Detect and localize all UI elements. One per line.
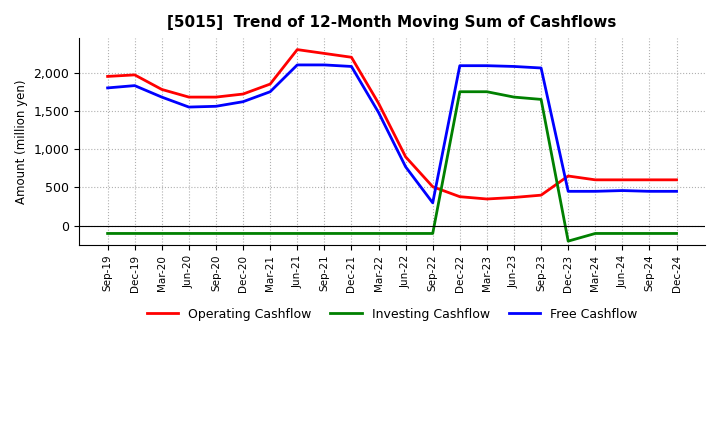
- Investing Cashflow: [591, 231, 600, 236]
- Operating Cashflow: [266, 81, 274, 87]
- Operating Cashflow: [482, 196, 491, 202]
- Operating Cashflow: [645, 177, 654, 183]
- Operating Cashflow: [239, 92, 248, 97]
- Operating Cashflow: [456, 194, 464, 199]
- Operating Cashflow: [374, 101, 383, 106]
- Operating Cashflow: [103, 74, 112, 79]
- Operating Cashflow: [401, 154, 410, 159]
- Free Cashflow: [645, 189, 654, 194]
- Investing Cashflow: [347, 231, 356, 236]
- Operating Cashflow: [510, 195, 518, 200]
- Operating Cashflow: [212, 95, 220, 100]
- Operating Cashflow: [130, 72, 139, 77]
- Free Cashflow: [428, 200, 437, 205]
- Line: Investing Cashflow: Investing Cashflow: [107, 92, 677, 241]
- Title: [5015]  Trend of 12-Month Moving Sum of Cashflows: [5015] Trend of 12-Month Moving Sum of C…: [167, 15, 617, 30]
- Operating Cashflow: [672, 177, 681, 183]
- Free Cashflow: [401, 164, 410, 169]
- Free Cashflow: [239, 99, 248, 104]
- Investing Cashflow: [103, 231, 112, 236]
- Free Cashflow: [510, 64, 518, 69]
- Free Cashflow: [672, 189, 681, 194]
- Investing Cashflow: [158, 231, 166, 236]
- Free Cashflow: [130, 83, 139, 88]
- Free Cashflow: [103, 85, 112, 91]
- Operating Cashflow: [347, 55, 356, 60]
- Free Cashflow: [266, 89, 274, 94]
- Operating Cashflow: [184, 95, 193, 100]
- Operating Cashflow: [618, 177, 626, 183]
- Operating Cashflow: [564, 173, 572, 179]
- Free Cashflow: [618, 188, 626, 193]
- Operating Cashflow: [428, 184, 437, 189]
- Investing Cashflow: [184, 231, 193, 236]
- Investing Cashflow: [645, 231, 654, 236]
- Free Cashflow: [347, 64, 356, 69]
- Free Cashflow: [184, 104, 193, 110]
- Operating Cashflow: [320, 51, 328, 56]
- Operating Cashflow: [591, 177, 600, 183]
- Investing Cashflow: [212, 231, 220, 236]
- Investing Cashflow: [537, 97, 546, 102]
- Investing Cashflow: [510, 95, 518, 100]
- Free Cashflow: [591, 189, 600, 194]
- Investing Cashflow: [130, 231, 139, 236]
- Investing Cashflow: [293, 231, 302, 236]
- Free Cashflow: [158, 95, 166, 100]
- Investing Cashflow: [239, 231, 248, 236]
- Investing Cashflow: [482, 89, 491, 94]
- Investing Cashflow: [320, 231, 328, 236]
- Free Cashflow: [293, 62, 302, 68]
- Legend: Operating Cashflow, Investing Cashflow, Free Cashflow: Operating Cashflow, Investing Cashflow, …: [142, 303, 642, 326]
- Free Cashflow: [537, 66, 546, 71]
- Operating Cashflow: [158, 87, 166, 92]
- Investing Cashflow: [618, 231, 626, 236]
- Line: Operating Cashflow: Operating Cashflow: [107, 50, 677, 199]
- Free Cashflow: [482, 63, 491, 68]
- Investing Cashflow: [428, 231, 437, 236]
- Free Cashflow: [320, 62, 328, 68]
- Investing Cashflow: [564, 238, 572, 244]
- Free Cashflow: [374, 110, 383, 115]
- Investing Cashflow: [401, 231, 410, 236]
- Operating Cashflow: [537, 193, 546, 198]
- Free Cashflow: [564, 189, 572, 194]
- Free Cashflow: [212, 104, 220, 109]
- Free Cashflow: [456, 63, 464, 68]
- Y-axis label: Amount (million yen): Amount (million yen): [15, 79, 28, 204]
- Investing Cashflow: [266, 231, 274, 236]
- Operating Cashflow: [293, 47, 302, 52]
- Investing Cashflow: [456, 89, 464, 94]
- Investing Cashflow: [672, 231, 681, 236]
- Line: Free Cashflow: Free Cashflow: [107, 65, 677, 203]
- Investing Cashflow: [374, 231, 383, 236]
